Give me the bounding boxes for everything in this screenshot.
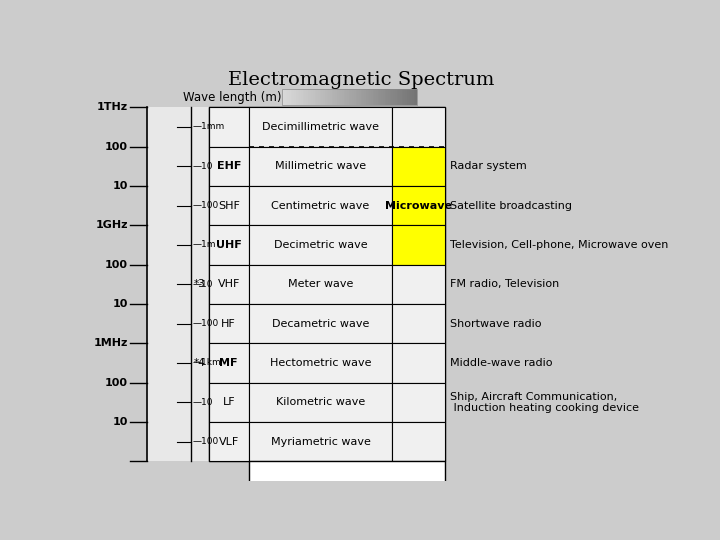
Bar (209, 225, 249, 265)
Bar (209, 343, 249, 383)
Text: Decimillimetric wave: Decimillimetric wave (262, 122, 379, 132)
Text: Centimetric wave: Centimetric wave (271, 200, 369, 211)
Text: *4: *4 (194, 358, 205, 368)
Text: Microwave: Microwave (385, 200, 452, 211)
Text: FM radio, Television: FM radio, Television (451, 279, 559, 289)
Text: —100: —100 (192, 201, 219, 210)
Bar (249, 107, 392, 146)
Text: SHF: SHF (217, 200, 240, 211)
Text: EHF: EHF (217, 161, 241, 171)
Text: VLF: VLF (219, 437, 239, 447)
Text: —1m: —1m (192, 240, 216, 249)
Text: —10: —10 (192, 398, 213, 407)
Bar (282, 90, 417, 105)
Text: —100: —100 (192, 319, 219, 328)
Bar (249, 422, 392, 461)
Text: 1THz: 1THz (97, 102, 128, 112)
Bar (209, 265, 249, 304)
Bar (249, 225, 392, 265)
Text: *3: *3 (194, 279, 205, 289)
Bar (147, 107, 191, 461)
Bar (249, 146, 392, 186)
Text: 10: 10 (112, 417, 128, 427)
Bar (209, 304, 249, 343)
Text: Ship, Aircraft Communication,
 Induction heating cooking device: Ship, Aircraft Communication, Induction … (451, 392, 639, 413)
Text: Decametric wave: Decametric wave (272, 319, 369, 329)
Text: 1MHz: 1MHz (94, 338, 128, 348)
Bar (392, 343, 445, 383)
Text: Myriametric wave: Myriametric wave (271, 437, 371, 447)
Text: Radar system: Radar system (451, 161, 527, 171)
Text: VHF: VHF (217, 279, 240, 289)
Bar (249, 304, 392, 343)
Bar (249, 265, 392, 304)
Bar (191, 107, 209, 461)
Bar (392, 265, 445, 304)
Text: —10: —10 (192, 280, 213, 289)
Text: 10: 10 (112, 299, 128, 309)
Bar (249, 186, 392, 225)
Bar (209, 186, 249, 225)
Bar (392, 146, 445, 186)
Text: 10: 10 (112, 181, 128, 191)
Text: —1km: —1km (192, 359, 221, 367)
Text: Decimetric wave: Decimetric wave (274, 240, 367, 250)
Text: —10: —10 (192, 161, 213, 171)
Text: Electromagnetic Spectrum: Electromagnetic Spectrum (228, 71, 495, 89)
Bar (392, 186, 445, 225)
Text: —100: —100 (192, 437, 219, 446)
Bar (209, 107, 445, 461)
Bar (392, 422, 445, 461)
Bar (392, 383, 445, 422)
Bar (209, 146, 249, 186)
Bar (209, 422, 249, 461)
Text: UHF: UHF (216, 240, 242, 250)
Text: Satellite broadcasting: Satellite broadcasting (451, 200, 572, 211)
Text: Wave length (m): Wave length (m) (183, 91, 282, 104)
Text: 100: 100 (105, 141, 128, 152)
Text: Shortwave radio: Shortwave radio (451, 319, 542, 329)
Text: 1GHz: 1GHz (96, 220, 128, 230)
Text: 100: 100 (105, 260, 128, 269)
Text: Middle-wave radio: Middle-wave radio (451, 358, 553, 368)
Text: Meter wave: Meter wave (288, 279, 354, 289)
Bar (392, 107, 445, 146)
Text: Television, Cell-phone, Microwave oven: Television, Cell-phone, Microwave oven (451, 240, 669, 250)
Text: LF: LF (222, 397, 235, 407)
Text: —1mm: —1mm (192, 123, 225, 131)
Text: Kilometric wave: Kilometric wave (276, 397, 365, 407)
Text: HF: HF (221, 319, 236, 329)
Bar (249, 383, 392, 422)
Bar (392, 304, 445, 343)
Bar (209, 107, 249, 146)
Text: MF: MF (220, 358, 238, 368)
Text: Hectometric wave: Hectometric wave (270, 358, 372, 368)
Text: Millimetric wave: Millimetric wave (275, 161, 366, 171)
Bar (392, 225, 445, 265)
Bar (249, 343, 392, 383)
Bar (249, 461, 445, 486)
Text: 100: 100 (105, 377, 128, 388)
Bar (209, 383, 249, 422)
